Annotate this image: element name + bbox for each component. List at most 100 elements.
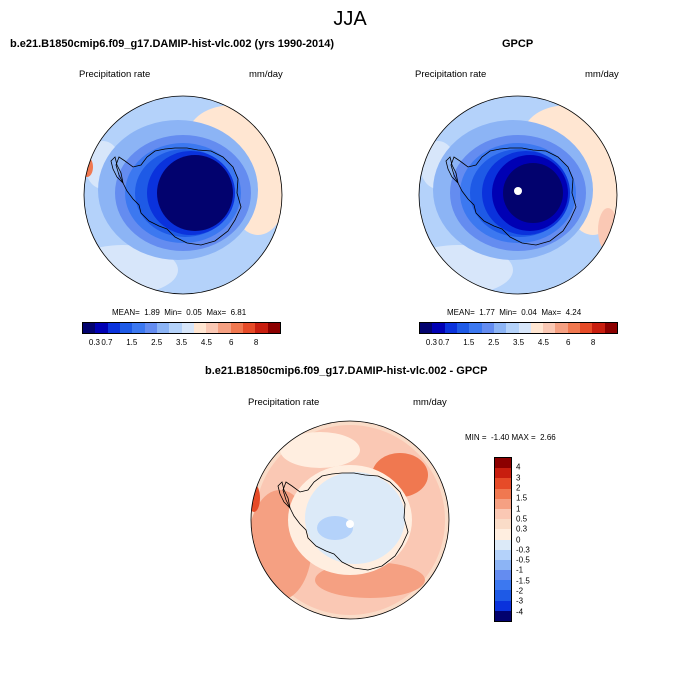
diff-colorbar-swatch <box>495 570 511 581</box>
model-colorbar-labels: 0.3 0.7 1.5 2.5 3.5 4.5 6 8 <box>82 338 281 348</box>
diff-stats: MIN = -1.40 MAX = 2.66 <box>465 433 556 442</box>
model-colorbar-swatch <box>144 323 158 333</box>
gpcp-colorbar-swatch <box>444 323 458 333</box>
gpcp-ring-7 <box>503 163 563 223</box>
gpcp-colorbar-tick-label: 3.5 <box>512 338 525 347</box>
model-mean-label: MEAN= <box>112 308 140 317</box>
model-colorbar-tick-label: 6 <box>229 338 234 347</box>
diff-colorbar-tick-label: -0.3 <box>516 545 530 555</box>
diff-colorbar-swatch <box>495 519 511 530</box>
gpcp-stats: MEAN= 1.77 Min= 0.04 Max= 4.24 <box>447 308 581 317</box>
model-colorbar-tick-label: 0.7 <box>101 338 113 347</box>
gpcp-coastline <box>450 147 577 246</box>
diff-neutral-patch <box>280 432 360 468</box>
diff-colorbar-tick-label: 0.3 <box>516 524 528 534</box>
gpcp-min-label: Min= <box>499 308 517 317</box>
model-colorbar-swatch <box>95 323 109 333</box>
gpcp-colorbar-swatch <box>432 323 446 333</box>
gpcp-mean-value: 1.77 <box>479 308 495 317</box>
model-colorbar-tick-label: 2.5 <box>151 338 163 347</box>
model-map-border <box>83 95 283 295</box>
diff-colorbar-tick-label: -1 <box>516 565 524 575</box>
model-units-label: mm/day <box>249 69 283 80</box>
diff-colorbar-tick-label: 0 <box>516 535 521 544</box>
diff-colorbar-swatch <box>495 600 511 612</box>
diff-colorbar-tick-label: 0.5 <box>516 514 528 524</box>
diff-coastline <box>282 472 409 571</box>
model-colorbar-swatch <box>193 323 207 333</box>
gpcp-colorbar-tick-label: 0.7 <box>438 338 450 347</box>
diff-map-border <box>250 420 450 620</box>
model-field <box>84 96 282 294</box>
model-colorbar-swatch <box>119 323 133 333</box>
gpcp-colorbar-swatch <box>580 323 593 333</box>
model-ring-6 <box>157 155 233 231</box>
gpcp-variable-label: Precipitation rate <box>415 69 487 80</box>
diff-variable-label: Precipitation rate <box>248 397 320 408</box>
gpcp-panel-title: GPCP <box>502 38 534 50</box>
model-coastline <box>115 147 242 246</box>
diff-colorbar-swatch <box>495 549 511 561</box>
diff-max-label: MAX = <box>511 433 536 442</box>
model-colorbar-tick-label: 8 <box>253 338 259 347</box>
diff-colorbar-swatch <box>495 529 511 540</box>
gpcp-colorbar-swatch <box>604 323 618 333</box>
diff-panel-title: b.e21.B1850cmip6.f09_g17.DAMIP-hist-vlc.… <box>205 365 488 377</box>
gpcp-colorbar-tick-label: 0.3 <box>425 338 437 347</box>
gpcp-pole-gap <box>514 187 522 195</box>
diff-colorbar-tick-label: -0.5 <box>516 555 530 565</box>
gpcp-colorbar-tick-label: 2.5 <box>488 338 500 347</box>
diff-colorbar-labels: 4 3 2 1.5 1 0.5 0.3 0 -0.3 -0.5 -1 -1.5 -2 -3 -4 <box>516 457 556 622</box>
model-colorbar-swatch <box>169 323 182 333</box>
gpcp-colorbar <box>419 322 618 334</box>
model-colorbar-tick-label: 3.5 <box>175 338 188 347</box>
diff-colorbar-swatch <box>495 590 511 601</box>
gpcp-colorbar-swatch <box>456 323 470 333</box>
gpcp-field <box>419 96 617 294</box>
model-colorbar-swatch <box>156 323 170 333</box>
gpcp-peninsula-coastline <box>445 156 459 185</box>
diff-cool-patch <box>317 516 353 540</box>
diff-cool-core <box>305 472 405 564</box>
diff-min-value: -1.40 <box>491 433 510 442</box>
diff-units-label: mm/day <box>413 397 447 408</box>
model-colorbar <box>82 322 281 334</box>
model-colorbar-swatch <box>107 323 121 333</box>
model-peninsula-coastline <box>110 156 124 185</box>
model-panel-title: b.e21.B1850cmip6.f09_g17.DAMIP-hist-vlc.… <box>10 38 335 50</box>
model-colorbar-swatch <box>181 323 195 333</box>
model-max-value: 6.81 <box>230 308 247 317</box>
gpcp-colorbar-swatch <box>518 323 532 333</box>
diff-colorbar-swatch <box>495 610 511 622</box>
gpcp-colorbar-tick-label: 1.5 <box>463 338 475 347</box>
model-min-label: Min= <box>164 308 182 317</box>
model-colorbar-tick-label: 0.3 <box>88 338 100 347</box>
gpcp-colorbar-swatch <box>469 323 482 333</box>
diff-pole-gap <box>346 520 354 528</box>
diff-colorbar-tick-label: -3 <box>516 596 524 606</box>
diff-colorbar-swatch <box>495 468 511 479</box>
diff-max-value: 2.66 <box>540 433 556 442</box>
model-max-label: Max= <box>206 308 227 317</box>
diff-peak-patch <box>251 484 260 512</box>
model-colorbar-swatch <box>230 323 244 333</box>
gpcp-max-value: 4.24 <box>565 308 582 317</box>
diff-colorbar-swatch <box>495 458 511 469</box>
model-min-value: 0.05 <box>186 308 202 317</box>
gpcp-polar-map <box>418 95 618 295</box>
model-variable-label: Precipitation rate <box>79 69 151 80</box>
gpcp-colorbar-tick-label: 6 <box>566 338 571 347</box>
gpcp-colorbar-swatch <box>592 323 606 333</box>
diff-peninsula-coastline <box>277 481 291 510</box>
gpcp-colorbar-swatch <box>567 323 581 333</box>
diff-colorbar-tick-label: 1.5 <box>516 493 528 503</box>
gpcp-colorbar-swatch <box>420 323 433 333</box>
diff-colorbar-tick-label: -4 <box>516 607 524 617</box>
gpcp-colorbar-swatch <box>555 323 569 333</box>
diff-polar-map <box>250 420 450 620</box>
gpcp-mean-label: MEAN= <box>447 308 475 317</box>
model-colorbar-swatch <box>132 323 145 333</box>
diff-colorbar-swatch <box>495 508 511 520</box>
diff-colorbar-swatch <box>495 478 511 489</box>
model-colorbar-swatch <box>83 323 96 333</box>
